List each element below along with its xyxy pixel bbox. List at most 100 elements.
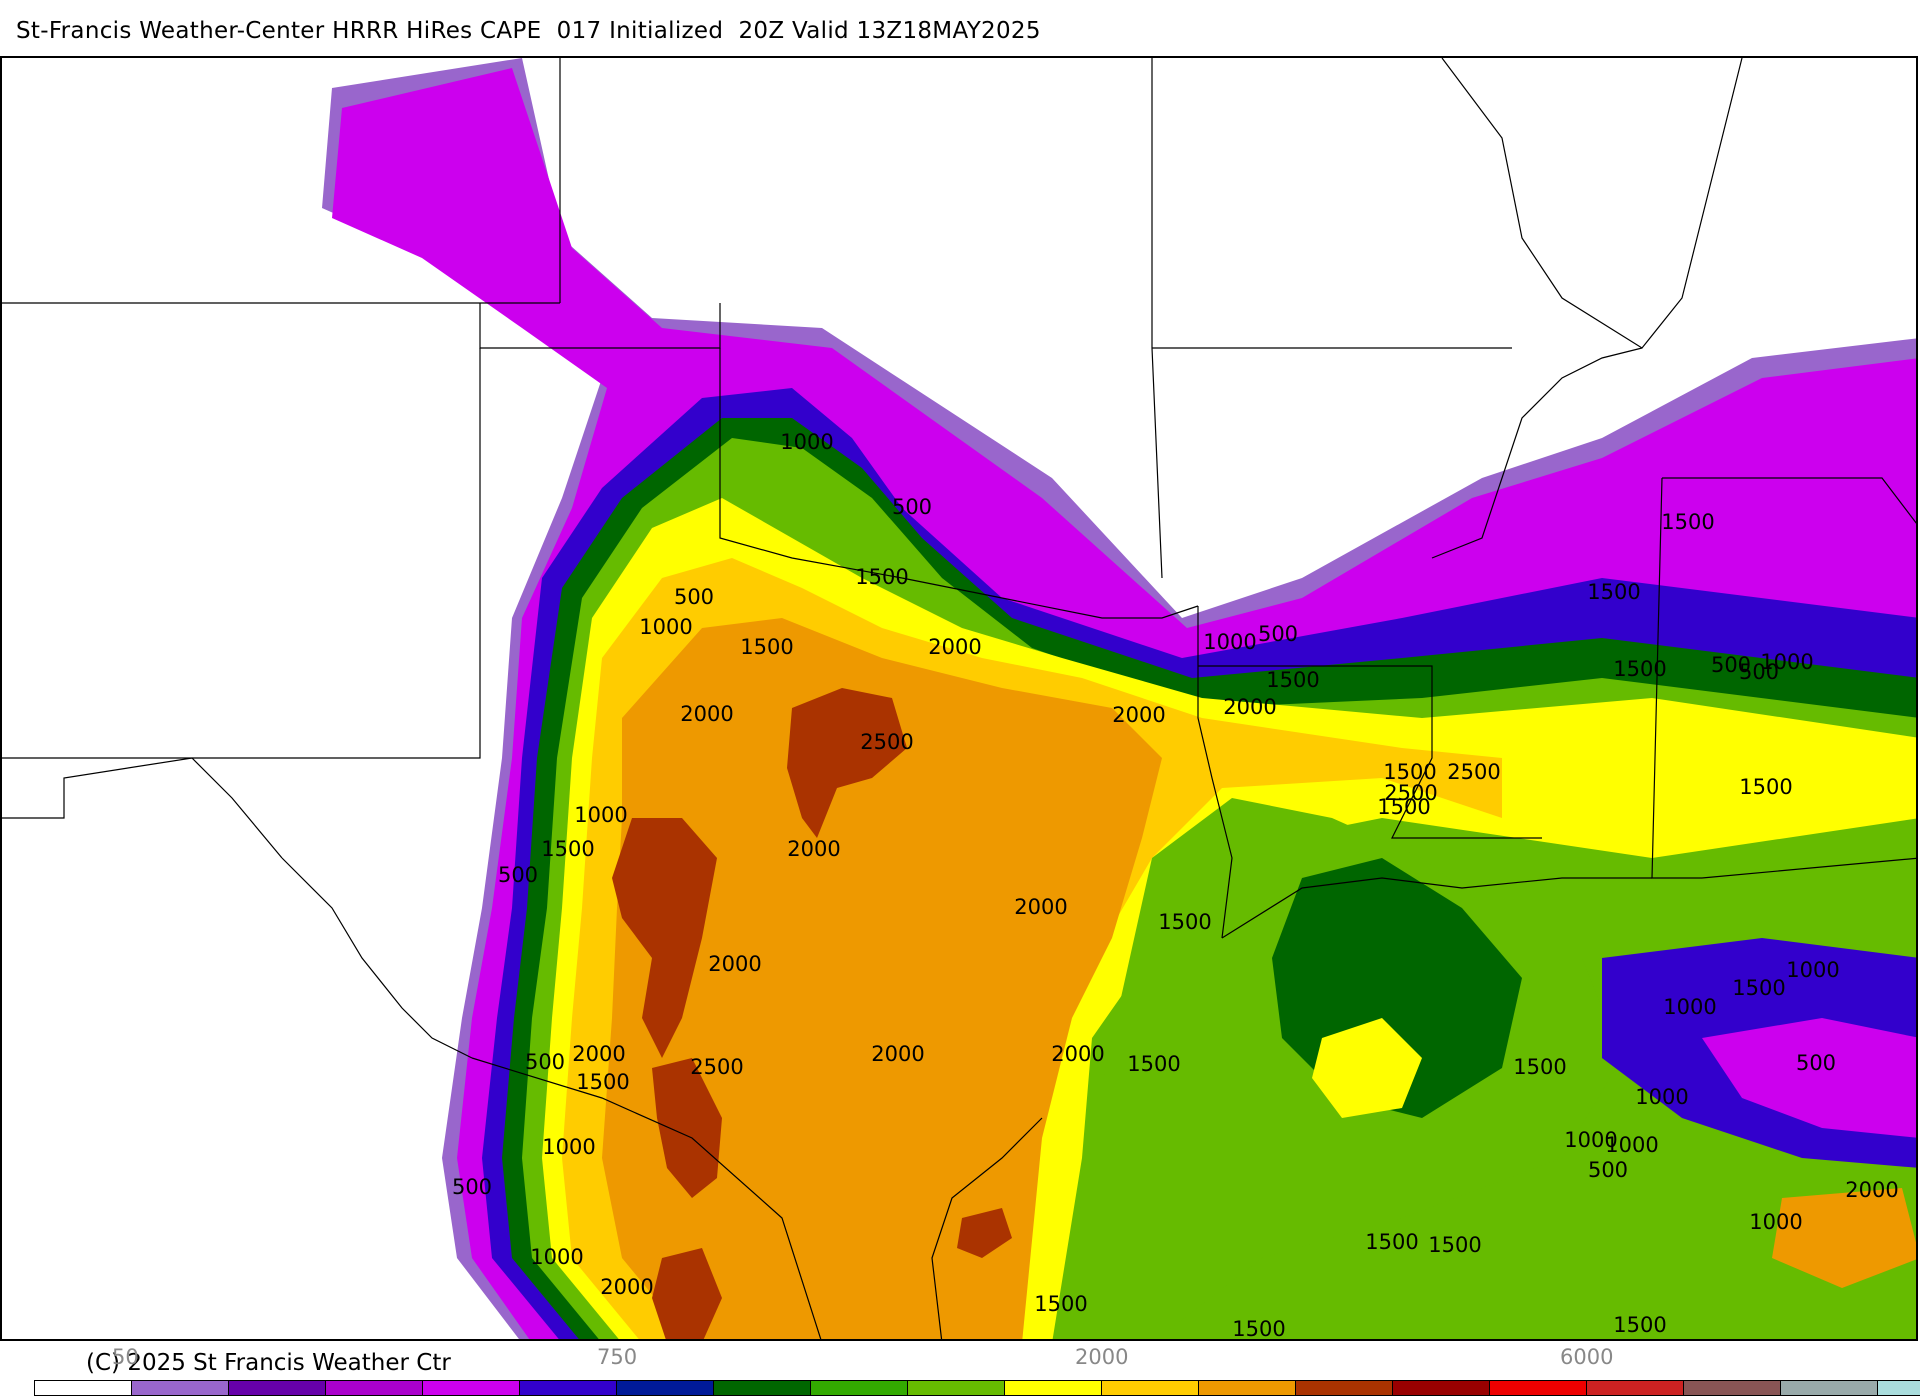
contour-label: 500 [1258, 622, 1298, 646]
contour-label: 1000 [1635, 1085, 1688, 1109]
colorbar-swatch [1393, 1381, 1490, 1395]
contour-label: 1500 [1661, 510, 1714, 534]
colorbar-swatch [326, 1381, 423, 1395]
boundary-rio-grande [281, 857, 473, 1059]
contour-label: 500 [1796, 1051, 1836, 1075]
contour-label: 500 [1739, 660, 1779, 684]
colorbar-swatch [35, 1381, 132, 1395]
boundary-ar-la [1198, 665, 1542, 839]
boundary-tx-coast [931, 1117, 1043, 1339]
boundary-mo-il [1441, 58, 1743, 349]
map-title: St-Francis Weather-Center HRRR HiRes CAP… [16, 18, 1041, 44]
contour-label: 2500 [690, 1055, 743, 1079]
contour-label: 1000 [1760, 650, 1813, 674]
cape-region-southeast-orange [1772, 1188, 1916, 1288]
boundary-red-river [901, 577, 1199, 619]
boundary-ok-north [479, 303, 721, 349]
contour-label: 1500 [1613, 1313, 1666, 1337]
colorbar-swatch [520, 1381, 617, 1395]
contour-label: 1500 [1232, 1317, 1285, 1341]
boundary-gulf-coast [1221, 877, 1652, 939]
contour-label: 1500 [1732, 976, 1785, 1000]
cape-max-southwest [652, 1248, 722, 1339]
colorbar-swatch [1684, 1381, 1781, 1395]
contour-label: 1000 [1786, 958, 1839, 982]
colorbar-swatch [1878, 1381, 1920, 1395]
colorbar-swatch [908, 1381, 1005, 1395]
cape-max-west [612, 818, 717, 1058]
colorbar-swatch [132, 1381, 229, 1395]
cape-colorbar [34, 1380, 1920, 1396]
contour-label: 500 [1588, 1158, 1628, 1182]
boundary-tx-east [1197, 606, 1233, 939]
colorbar-swatch [1102, 1381, 1199, 1395]
colorbar-tick-label: 2000 [1075, 1345, 1129, 1369]
contour-label: 1500 [855, 565, 908, 589]
contour-label: 1500 [1127, 1052, 1180, 1076]
boundary-ms-river [1431, 347, 1643, 559]
contour-label: 1000 [1564, 1128, 1617, 1152]
colorbar-swatch [1490, 1381, 1587, 1395]
contour-label: 1000 [1663, 995, 1716, 1019]
contour-label: 1500 [1034, 1292, 1087, 1316]
boundary-ms-al [1662, 477, 1916, 524]
colorbar-swatch [229, 1381, 326, 1395]
contour-label: 1500 [1587, 580, 1640, 604]
boundary-ok-panhandle [2, 348, 481, 759]
contour-label: 2000 [600, 1275, 653, 1299]
colorbar-tick-label: 750 [597, 1345, 638, 1369]
cape-region-orange [602, 618, 1162, 1339]
colorbar-swatch [1296, 1381, 1393, 1395]
contour-label: 1000 [1749, 1210, 1802, 1234]
colorbar-swatch [1005, 1381, 1102, 1395]
contour-label: 2500 [860, 730, 913, 754]
colorbar-swatch [423, 1381, 520, 1395]
cape-map: 1000 500 1500 500 1000 1500 2000 2000 2500 2000 10… [0, 56, 1918, 1341]
colorbar-swatch [1781, 1381, 1878, 1395]
colorbar-swatch [811, 1381, 908, 1395]
contour-label: 2000 [1112, 703, 1165, 727]
contour-label: 2000 [572, 1042, 625, 1066]
boundary-nm-tx [2, 757, 283, 859]
contour-label: 2000 [787, 837, 840, 861]
boundary-al-fl [1701, 857, 1916, 879]
contour-label: 2000 [680, 702, 733, 726]
copyright-notice: (C) 2025 St Francis Weather Ctr [86, 1350, 451, 1376]
contour-label: 500 [1711, 653, 1751, 677]
contour-label: 2500 [1447, 760, 1500, 784]
cape-region-east-magenta [1702, 1018, 1916, 1138]
contour-label: 500 [674, 585, 714, 609]
cape-region-east-yellow [1312, 1018, 1422, 1118]
contour-label: 1500 [1365, 1230, 1418, 1254]
colorbar-swatch [714, 1381, 811, 1395]
contour-label: 2000 [1014, 895, 1067, 919]
contour-label: 500 [452, 1175, 492, 1199]
cape-max-south [652, 1058, 722, 1198]
contour-label: 1000 [530, 1245, 583, 1269]
map-boundaries [2, 58, 1916, 1339]
contour-label: 1500 [1377, 795, 1430, 819]
contour-label: 500 [525, 1050, 565, 1074]
contour-label: 1000 [639, 615, 692, 639]
contour-label: 1500 [576, 1070, 629, 1094]
contour-label: 2500 [1384, 781, 1437, 805]
colorbar-tick-label: 6000 [1560, 1345, 1614, 1369]
contour-label: 2000 [1223, 695, 1276, 719]
contour-label: 1000 [1605, 1133, 1658, 1157]
contour-label: 1000 [1203, 630, 1256, 654]
cape-fill-layers [322, 58, 1916, 1339]
contour-label: 1500 [1428, 1233, 1481, 1257]
contour-label: 500 [892, 495, 932, 519]
contour-label: 1500 [541, 837, 594, 861]
contour-label: 1500 [1158, 910, 1211, 934]
colorbar-swatch [617, 1381, 714, 1395]
contour-label: 1500 [1383, 760, 1436, 784]
boundary-mexico-interior [471, 1057, 822, 1339]
contour-label: 1000 [780, 430, 833, 454]
cape-max-north [787, 688, 907, 838]
colorbar-tick-label: 50 [112, 1345, 139, 1369]
contour-label: 1500 [1613, 657, 1666, 681]
colorbar-swatch [1199, 1381, 1296, 1395]
